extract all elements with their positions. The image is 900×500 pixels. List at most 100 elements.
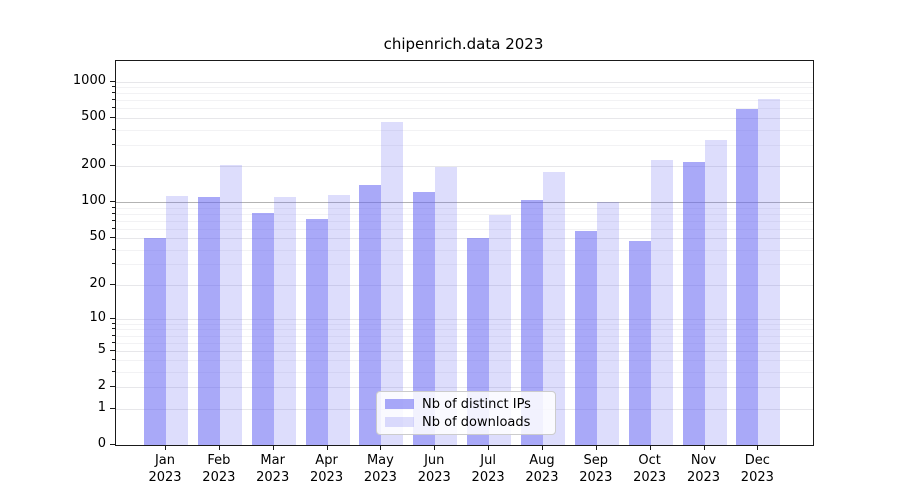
bar-nb-of-distinct-ips-feb-2023 bbox=[197, 196, 220, 445]
y-tick-label-20: 20 bbox=[89, 275, 106, 291]
legend-item-downloads: Nb of downloads bbox=[377, 415, 555, 430]
x-tick-apr-2023 bbox=[326, 445, 328, 450]
y-minor-tick-9 bbox=[112, 322, 115, 324]
bar-nb-of-downloads-may-2023 bbox=[381, 122, 404, 445]
x-tick-jan-2023 bbox=[165, 445, 166, 450]
y-minor-tick-40 bbox=[112, 248, 115, 250]
y-tick-50 bbox=[110, 237, 115, 239]
minor-gridline-400 bbox=[116, 129, 813, 131]
minor-gridline-80 bbox=[116, 213, 813, 215]
bar-nb-of-distinct-ips-aug-2023 bbox=[520, 199, 543, 445]
bar-nb-of-downloads-nov-2023 bbox=[704, 139, 727, 445]
y-tick-0 bbox=[110, 444, 115, 445]
y-minor-tick-30 bbox=[112, 263, 115, 265]
y-minor-tick-6 bbox=[112, 341, 115, 343]
major-gridline-5 bbox=[116, 350, 813, 352]
x-tick-label-jan-2023: Jan 2023 bbox=[148, 453, 182, 485]
y-tick-200 bbox=[110, 165, 115, 167]
minor-gridline-3 bbox=[116, 372, 813, 374]
minor-gridline-900 bbox=[116, 87, 813, 89]
bar-nb-of-downloads-feb-2023 bbox=[219, 164, 242, 445]
minor-gridline-9 bbox=[116, 323, 813, 325]
bar-nb-of-downloads-aug-2023 bbox=[542, 172, 565, 445]
x-tick-label-aug-2023: Aug 2023 bbox=[525, 453, 559, 485]
y-tick-label-200: 200 bbox=[81, 157, 106, 173]
y-tick-100 bbox=[110, 201, 115, 203]
major-gridline-1000 bbox=[116, 81, 813, 83]
x-tick-label-nov-2023: Nov 2023 bbox=[686, 453, 721, 485]
x-tick-sep-2023 bbox=[595, 445, 597, 450]
x-tick-label-jul-2023: Jul 2023 bbox=[471, 453, 505, 485]
y-tick-500 bbox=[110, 117, 115, 118]
y-minor-tick-700 bbox=[112, 99, 115, 101]
y-minor-tick-900 bbox=[112, 86, 115, 88]
x-tick-label-may-2023: May 2023 bbox=[363, 453, 397, 485]
minor-gridline-300 bbox=[116, 144, 813, 146]
plot-area bbox=[115, 60, 814, 446]
bar-nb-of-downloads-dec-2023 bbox=[758, 99, 781, 445]
bar-nb-of-downloads-sep-2023 bbox=[596, 202, 619, 445]
x-tick-label-mar-2023: Mar 2023 bbox=[256, 453, 290, 485]
y-tick-label-2: 2 bbox=[97, 378, 106, 394]
y-tick-label-10: 10 bbox=[89, 309, 106, 325]
x-tick-nov-2023 bbox=[703, 445, 705, 450]
x-tick-jul-2023 bbox=[488, 445, 490, 450]
y-minor-tick-600 bbox=[112, 107, 115, 109]
legend-label-distinct-ips: Nb of distinct IPs bbox=[422, 396, 531, 412]
bar-nb-of-distinct-ips-nov-2023 bbox=[682, 162, 705, 445]
y-minor-tick-80 bbox=[112, 212, 115, 214]
legend-label-downloads: Nb of downloads bbox=[422, 414, 531, 430]
y-minor-tick-4 bbox=[112, 359, 115, 361]
bar-nb-of-downloads-oct-2023 bbox=[650, 159, 673, 445]
major-gridline-500 bbox=[116, 118, 813, 119]
y-tick-10 bbox=[110, 317, 115, 319]
bar-nb-of-downloads-jul-2023 bbox=[489, 215, 512, 445]
x-tick-label-jun-2023: Jun 2023 bbox=[417, 453, 451, 485]
y-minor-tick-800 bbox=[112, 92, 115, 94]
bar-nb-of-distinct-ips-apr-2023 bbox=[305, 218, 328, 445]
bar-nb-of-distinct-ips-sep-2023 bbox=[574, 231, 597, 445]
y-tick-label-100: 100 bbox=[81, 193, 106, 209]
y-minor-tick-70 bbox=[112, 219, 115, 221]
bar-nb-of-downloads-jun-2023 bbox=[435, 167, 458, 445]
major-gridline-20 bbox=[116, 284, 813, 286]
x-tick-oct-2023 bbox=[649, 445, 651, 450]
minor-gridline-8 bbox=[116, 329, 813, 331]
y-tick-20 bbox=[110, 283, 115, 285]
bar-nb-of-downloads-jan-2023 bbox=[166, 195, 188, 445]
x-tick-mar-2023 bbox=[272, 445, 274, 450]
bar-nb-of-downloads-mar-2023 bbox=[273, 196, 296, 445]
x-tick-label-dec-2023: Dec 2023 bbox=[740, 453, 774, 485]
y-tick-label-1000: 1000 bbox=[72, 72, 106, 88]
x-tick-jun-2023 bbox=[434, 445, 436, 450]
minor-gridline-40 bbox=[116, 249, 813, 251]
major-gridline-2 bbox=[116, 387, 813, 389]
bar-nb-of-distinct-ips-dec-2023 bbox=[736, 109, 759, 445]
y-tick-label-50: 50 bbox=[89, 229, 106, 245]
minor-gridline-70 bbox=[116, 220, 813, 222]
minor-gridline-800 bbox=[116, 93, 813, 95]
chart-title: chipenrich.data 2023 bbox=[383, 35, 544, 53]
y-minor-tick-60 bbox=[112, 227, 115, 229]
y-minor-tick-300 bbox=[112, 143, 115, 145]
bar-nb-of-distinct-ips-jan-2023 bbox=[144, 238, 166, 445]
y-tick-label-0: 0 bbox=[97, 436, 106, 451]
minor-gridline-60 bbox=[116, 228, 813, 230]
major-gridline-10 bbox=[116, 318, 813, 320]
minor-gridline-7 bbox=[116, 335, 813, 337]
major-gridline-50 bbox=[116, 238, 813, 240]
y-tick-label-5: 5 bbox=[97, 341, 106, 357]
y-minor-tick-8 bbox=[112, 328, 115, 330]
bar-nb-of-downloads-apr-2023 bbox=[327, 195, 350, 445]
legend-item-distinct-ips: Nb of distinct IPs bbox=[377, 397, 555, 412]
x-tick-may-2023 bbox=[380, 445, 382, 450]
y-tick-2 bbox=[110, 386, 115, 388]
bar-nb-of-distinct-ips-may-2023 bbox=[359, 185, 382, 445]
y-tick-label-1: 1 bbox=[97, 399, 106, 415]
minor-gridline-700 bbox=[116, 100, 813, 102]
y-tick-5 bbox=[110, 349, 115, 351]
x-tick-label-sep-2023: Sep 2023 bbox=[579, 453, 613, 485]
legend-swatch-distinct-ips-icon bbox=[385, 399, 414, 409]
y-tick-1 bbox=[110, 407, 115, 409]
